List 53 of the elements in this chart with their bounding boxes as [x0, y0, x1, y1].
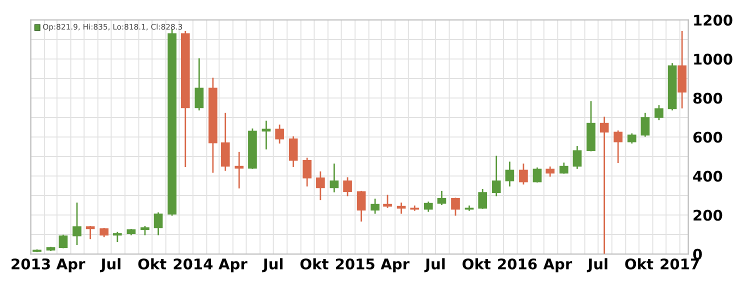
candlestick [220, 112, 230, 171]
x-tick-label: Okt [300, 258, 328, 270]
x-tick-label: Okt [462, 258, 491, 270]
candlestick [572, 146, 582, 169]
candlestick [614, 130, 623, 164]
candlestick [316, 171, 325, 200]
x-tick-label: Okt [138, 258, 166, 270]
candlestick [302, 158, 312, 186]
x-tick-label: Jul [586, 258, 608, 272]
candlestick [58, 234, 68, 248]
candlestick [72, 202, 82, 245]
x-tick-label: Apr [218, 258, 248, 272]
candlestick [492, 156, 501, 196]
y-tick-label: 600 [693, 132, 722, 143]
candlestick [275, 124, 284, 144]
x-tick-label: Apr [543, 258, 572, 272]
candlestick [370, 198, 380, 214]
candlestick [343, 177, 352, 196]
x-tick-label: 2013 [12, 258, 50, 270]
candlestick [356, 190, 366, 222]
y-tick-label: 0 [693, 248, 702, 260]
candlestick [330, 164, 339, 192]
x-tick-label: Okt [625, 258, 654, 270]
x-tick-label: Jul [262, 258, 283, 272]
x-tick-label: Apr [380, 258, 410, 272]
candlestick [505, 162, 514, 186]
candlestick [600, 116, 609, 254]
y-tick-label: 800 [693, 92, 722, 104]
x-tick-label: 2017 [660, 258, 699, 270]
y-tick-label: 1000 [694, 54, 732, 65]
candlestick [451, 198, 460, 216]
y-tick-label: 400 [693, 170, 722, 182]
candlestick [532, 168, 542, 183]
candlestick [154, 212, 163, 236]
y-tick-label: 200 [694, 210, 722, 221]
candlestick [654, 105, 664, 120]
candlestick [288, 136, 298, 167]
y-tick-label: 1200 [694, 14, 732, 26]
candlestick [383, 194, 392, 208]
candlestick [640, 112, 650, 137]
x-tick-label: 2016 [498, 258, 537, 270]
candlestick [194, 58, 204, 110]
x-tick-label: Jul [100, 258, 120, 272]
x-tick-label: Apr [56, 258, 86, 272]
candlestick [519, 164, 528, 184]
candlestick [113, 232, 122, 242]
candlestick [234, 152, 244, 188]
candlestick [559, 162, 568, 174]
candlestick [437, 190, 446, 205]
x-tick-label: 2015 [336, 258, 374, 270]
candlestick [478, 188, 488, 209]
x-tick-label: 2014 [174, 258, 213, 270]
x-tick-label: Jul [424, 258, 445, 272]
